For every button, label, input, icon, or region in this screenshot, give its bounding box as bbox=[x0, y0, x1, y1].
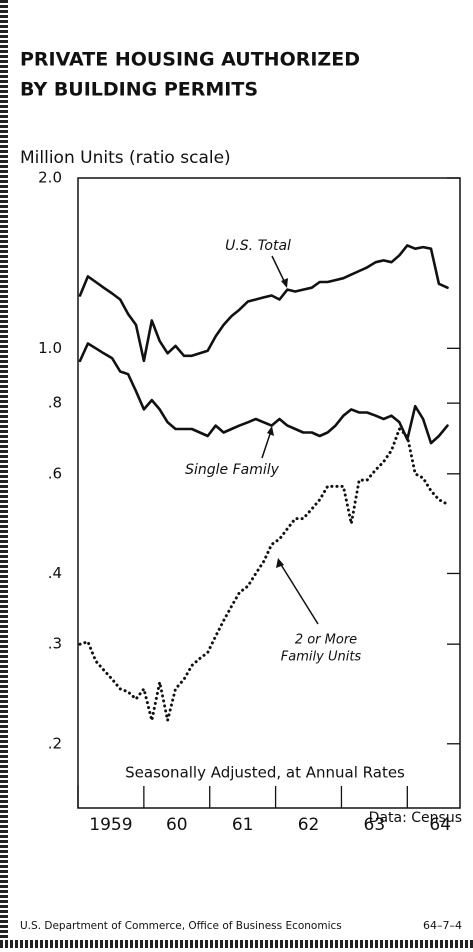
source: Data: Census bbox=[369, 810, 462, 826]
series-line bbox=[78, 244, 449, 363]
annotation: U.S. Total bbox=[225, 238, 291, 254]
annotation-arrow bbox=[279, 562, 319, 625]
series-line bbox=[78, 427, 449, 722]
x-tick-label: 62 bbox=[298, 815, 320, 835]
annotation: Single Family bbox=[185, 462, 280, 478]
y-tick-label: 1.0 bbox=[38, 339, 62, 357]
x-tick-label: 60 bbox=[166, 815, 188, 835]
annotation-arrow bbox=[261, 430, 272, 459]
annotation: Family Units bbox=[281, 650, 362, 665]
y-tick-label: .3 bbox=[48, 635, 62, 653]
series-line bbox=[78, 342, 449, 445]
title-line: PRIVATE HOUSING AUTHORIZED bbox=[20, 49, 360, 71]
x-axis-label: Seasonally Adjusted, at Annual Rates bbox=[125, 764, 405, 782]
arrow-head bbox=[276, 558, 284, 568]
y-tick-label: .2 bbox=[48, 734, 62, 752]
x-tick-label: 61 bbox=[232, 815, 254, 835]
y-tick-label: .6 bbox=[48, 464, 62, 482]
y-axis-label: Million Units (ratio scale) bbox=[20, 148, 231, 168]
arrow-head bbox=[267, 426, 274, 436]
perforation-bottom bbox=[0, 940, 473, 948]
y-tick-label: .4 bbox=[48, 564, 62, 582]
annotation: 2 or More bbox=[295, 633, 357, 648]
arrow-head bbox=[281, 278, 288, 288]
footer: U.S. Department of Commerce, Office of B… bbox=[20, 920, 342, 932]
y-tick-label: 2.0 bbox=[38, 169, 62, 187]
perforation-left bbox=[0, 0, 8, 940]
title-line: BY BUILDING PERMITS bbox=[20, 79, 258, 101]
x-tick-label: 64 bbox=[429, 815, 451, 835]
footer-code: 64–7–4 bbox=[423, 919, 462, 932]
plot-frame bbox=[77, 177, 461, 809]
y-tick-label: .8 bbox=[48, 394, 62, 412]
x-tick-label: 63 bbox=[364, 815, 386, 835]
x-tick-label: 1959 bbox=[89, 815, 132, 835]
